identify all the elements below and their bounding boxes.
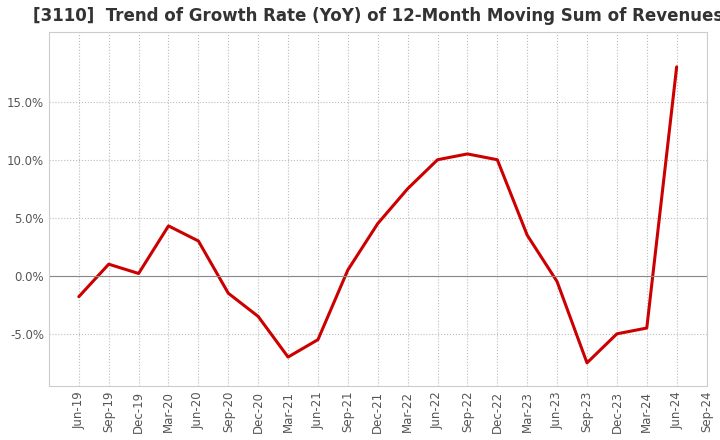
Title: [3110]  Trend of Growth Rate (YoY) of 12-Month Moving Sum of Revenues: [3110] Trend of Growth Rate (YoY) of 12-… [32, 7, 720, 25]
